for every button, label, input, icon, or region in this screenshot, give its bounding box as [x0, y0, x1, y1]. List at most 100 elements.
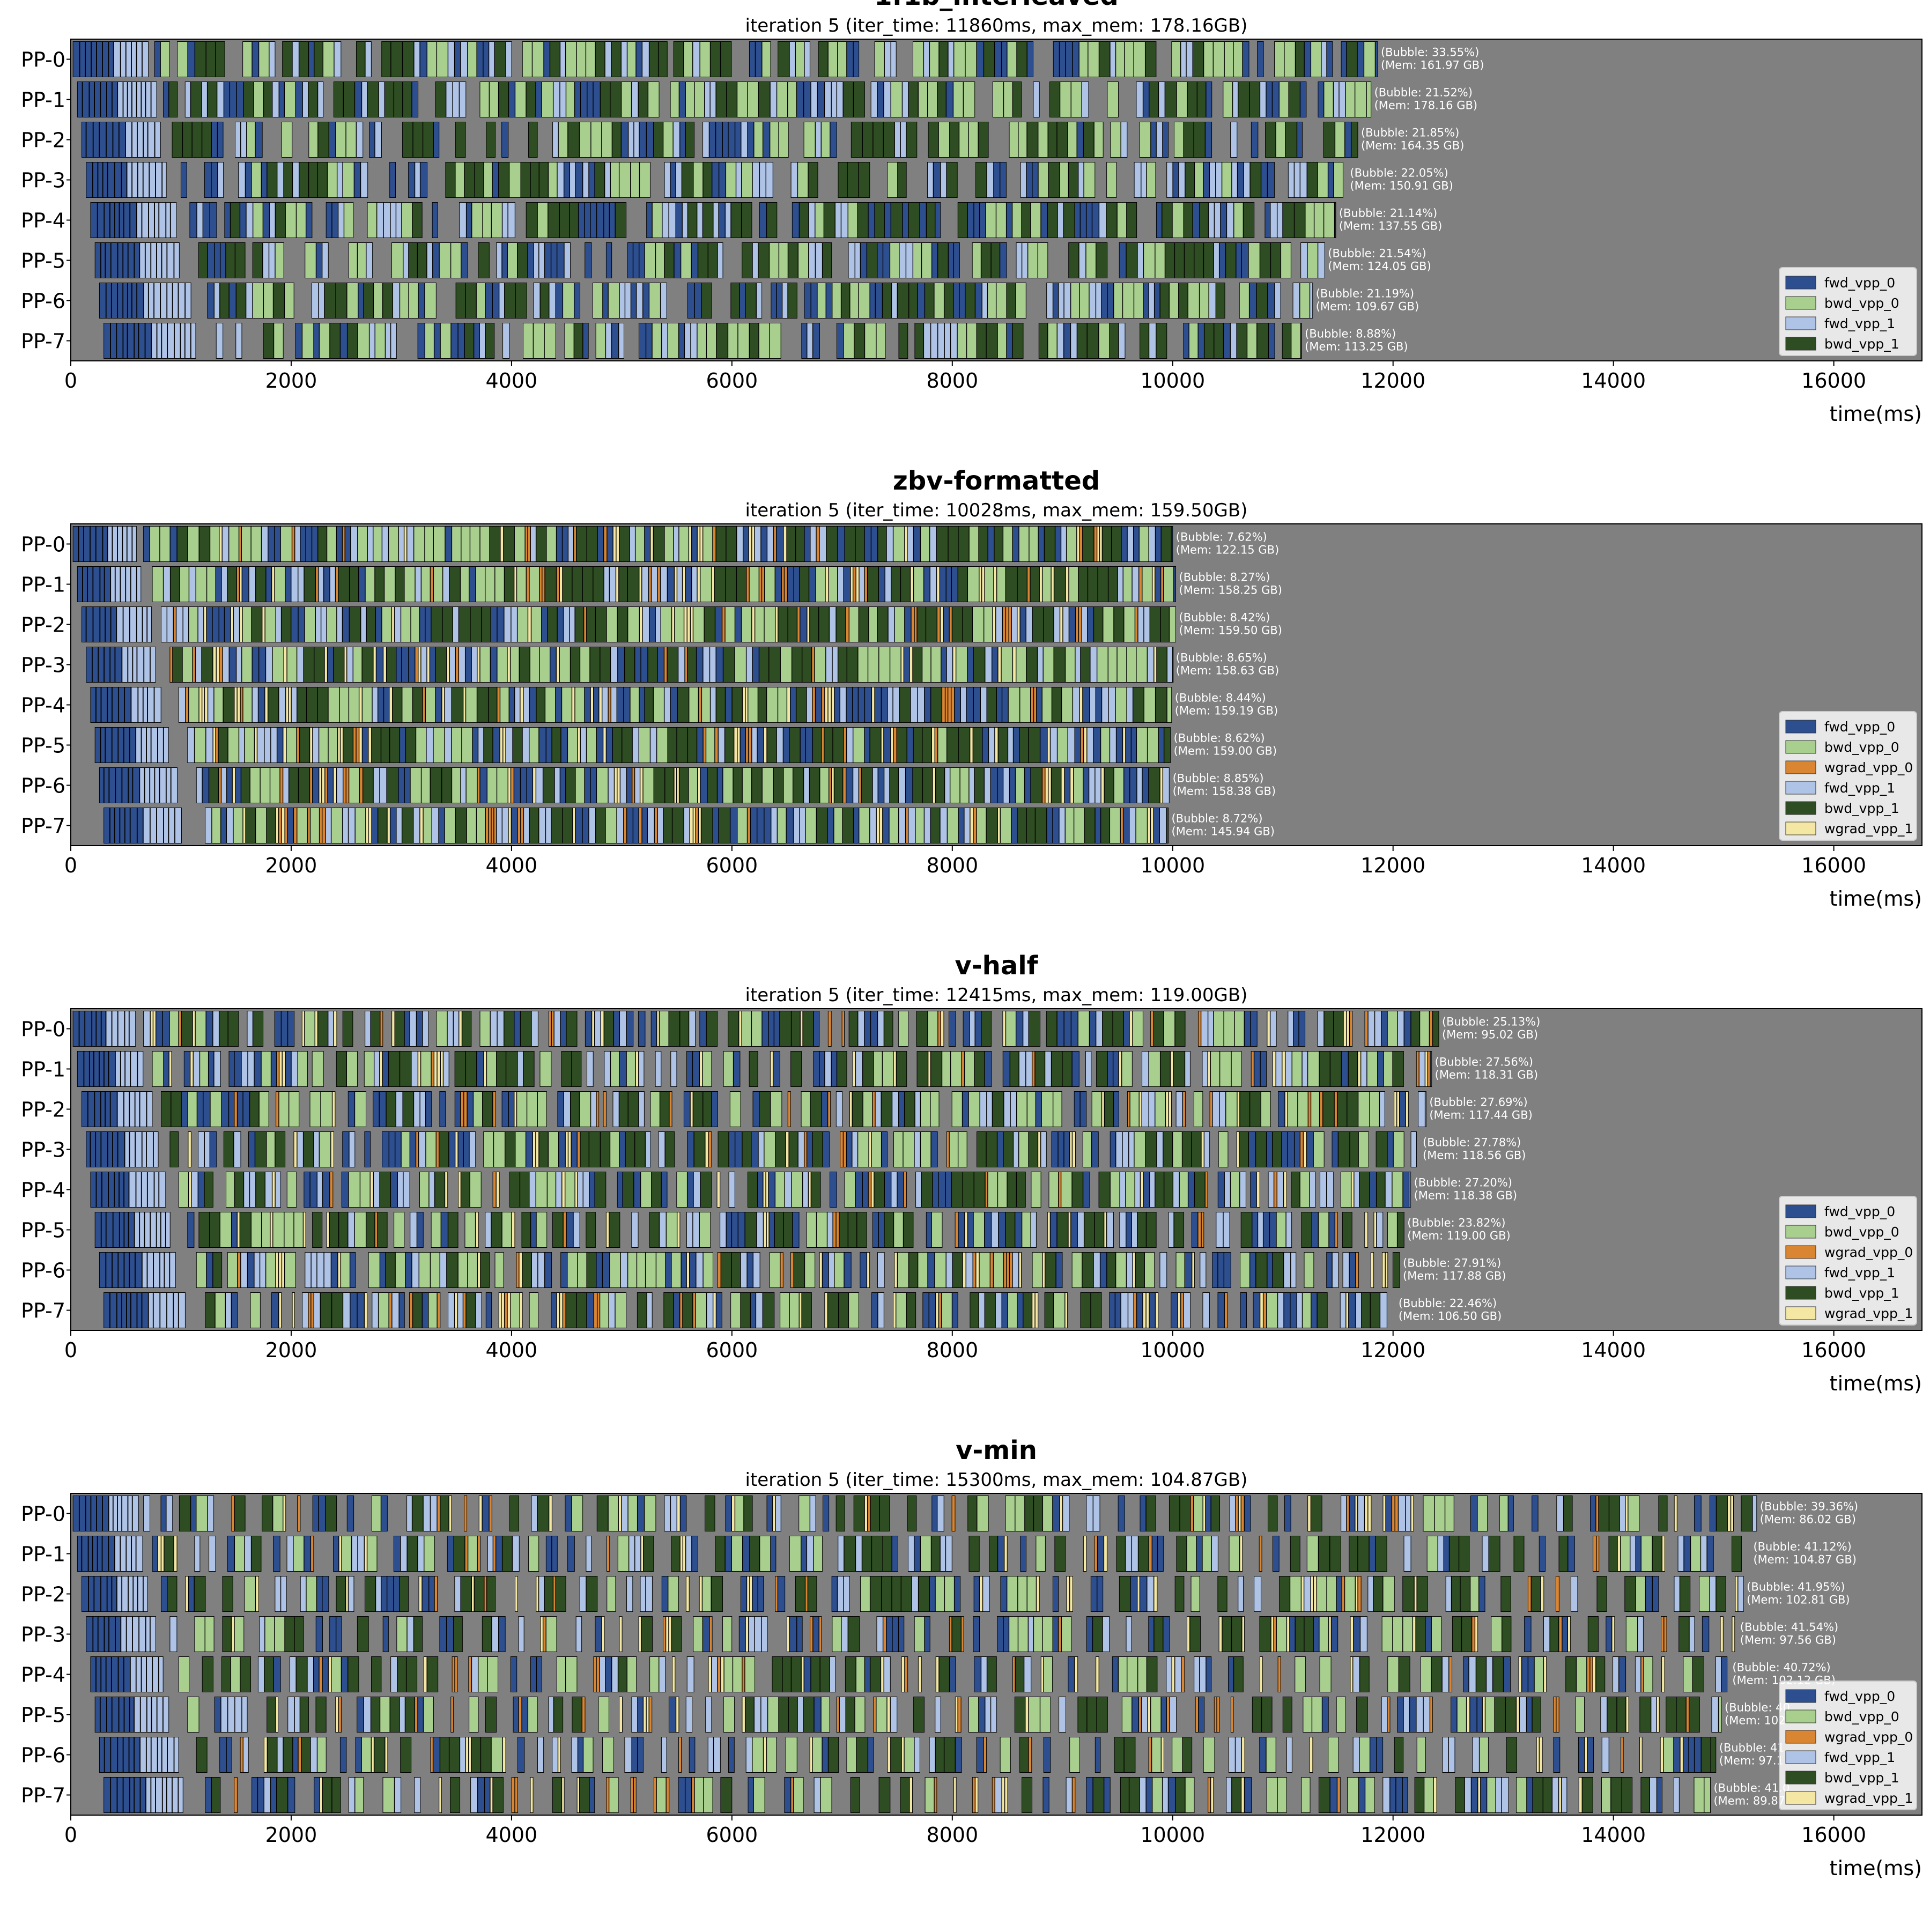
block-fwd_vpp_0 [84, 1052, 90, 1087]
block-fwd_vpp_1 [914, 1132, 920, 1167]
block-fwd_vpp_0 [1053, 1576, 1058, 1612]
block-bwd_vpp_0 [770, 1253, 780, 1288]
block-fwd_vpp_1 [166, 1496, 173, 1531]
block-fwd_vpp_1 [415, 162, 420, 198]
bubble-annotation: (Bubble: 33.55%) [1381, 46, 1479, 59]
block-fwd_vpp_1 [609, 1293, 615, 1328]
block-fwd_vpp_0 [277, 728, 283, 763]
block-bwd_vpp_0 [1204, 42, 1213, 77]
block-wgrad_vpp_1 [536, 1132, 539, 1167]
block-bwd_vpp_1 [623, 1172, 633, 1208]
block-fwd_vpp_1 [349, 1778, 354, 1813]
block-bwd_vpp_0 [452, 768, 461, 803]
block-bwd_vpp_1 [538, 1496, 549, 1531]
block-fwd_vpp_1 [154, 1172, 159, 1208]
block-fwd_vpp_0 [477, 1052, 484, 1087]
block-bwd_vpp_1 [1476, 1657, 1487, 1692]
block-wgrad_vpp_1 [530, 1778, 533, 1813]
block-wgrad_vpp_1 [514, 1092, 516, 1127]
block-fwd_vpp_0 [725, 1536, 731, 1572]
block-fwd_vpp_1 [1635, 1657, 1640, 1692]
block-fwd_vpp_1 [140, 1212, 144, 1248]
block-wgrad_vpp_1 [708, 1657, 712, 1692]
block-fwd_vpp_1 [241, 1253, 247, 1288]
block-bwd_vpp_0 [778, 687, 787, 723]
block-bwd_vpp_0 [343, 162, 354, 198]
block-wgrad_vpp_0 [1004, 1253, 1007, 1288]
block-bwd_vpp_0 [1534, 1657, 1543, 1692]
block-fwd_vpp_1 [1082, 82, 1089, 117]
block-fwd_vpp_0 [90, 82, 94, 117]
block-bwd_vpp_0 [1387, 1011, 1397, 1047]
block-fwd_vpp_1 [1148, 647, 1154, 683]
block-fwd_vpp_1 [1116, 1132, 1122, 1167]
block-bwd_vpp_0 [461, 527, 470, 562]
block-fwd_vpp_1 [411, 1052, 418, 1087]
stage-label: PP-2 [21, 1583, 65, 1607]
mem-annotation: (Mem: 164.35 GB) [1361, 139, 1464, 152]
block-wgrad_vpp_1 [766, 1172, 768, 1208]
block-fwd_vpp_0 [585, 1011, 591, 1047]
block-fwd_vpp_1 [1270, 1011, 1276, 1047]
block-fwd_vpp_0 [113, 122, 119, 158]
block-bwd_vpp_0 [858, 1132, 869, 1167]
stage-row [95, 243, 1325, 278]
block-bwd_vpp_1 [829, 1737, 839, 1773]
block-fwd_vpp_1 [930, 567, 936, 602]
block-fwd_vpp_1 [775, 1496, 781, 1531]
block-bwd_vpp_0 [609, 1778, 618, 1813]
block-bwd_vpp_0 [200, 1052, 209, 1087]
block-wgrad_vpp_0 [297, 728, 299, 763]
block-fwd_vpp_0 [77, 1536, 82, 1572]
block-fwd_vpp_1 [816, 243, 823, 278]
block-fwd_vpp_1 [671, 1496, 677, 1531]
block-fwd_vpp_0 [467, 203, 472, 238]
block-wgrad_vpp_1 [364, 1536, 367, 1572]
block-fwd_vpp_0 [568, 1536, 575, 1572]
block-fwd_vpp_1 [1244, 162, 1249, 198]
block-bwd_vpp_0 [600, 1293, 609, 1328]
block-fwd_vpp_0 [469, 567, 476, 602]
block-fwd_vpp_1 [1233, 82, 1238, 117]
block-fwd_vpp_1 [117, 607, 123, 642]
block-bwd_vpp_0 [477, 808, 486, 843]
block-fwd_vpp_1 [254, 1253, 260, 1288]
block-fwd_vpp_1 [556, 1172, 562, 1208]
block-fwd_vpp_1 [171, 768, 177, 803]
block-fwd_vpp_1 [205, 808, 212, 843]
block-fwd_vpp_0 [1390, 1778, 1396, 1813]
block-bwd_vpp_1 [430, 768, 441, 803]
block-fwd_vpp_1 [1134, 162, 1141, 198]
block-bwd_vpp_1 [1349, 1536, 1358, 1572]
block-fwd_vpp_0 [1268, 162, 1275, 198]
block-fwd_vpp_1 [985, 768, 991, 803]
block-bwd_vpp_0 [985, 567, 993, 602]
block-bwd_vpp_1 [1180, 1496, 1190, 1531]
block-wgrad_vpp_0 [416, 1132, 419, 1167]
block-bwd_vpp_1 [1019, 728, 1029, 763]
block-fwd_vpp_0 [679, 82, 685, 117]
block-wgrad_vpp_0 [946, 1132, 949, 1167]
block-bwd_vpp_0 [549, 1132, 559, 1167]
block-bwd_vpp_0 [1001, 647, 1012, 683]
block-fwd_vpp_0 [102, 1496, 108, 1531]
block-bwd_vpp_1 [1377, 1172, 1385, 1208]
block-wgrad_vpp_0 [1590, 1657, 1593, 1692]
block-fwd_vpp_1 [620, 1011, 627, 1047]
block-bwd_vpp_1 [480, 1253, 489, 1288]
block-wgrad_vpp_1 [941, 1011, 944, 1047]
block-bwd_vpp_1 [1291, 1172, 1300, 1208]
block-fwd_vpp_1 [337, 162, 343, 198]
block-fwd_vpp_0 [1126, 728, 1131, 763]
block-bwd_vpp_0 [749, 567, 759, 602]
block-wgrad_vpp_1 [619, 1617, 622, 1652]
block-bwd_vpp_1 [792, 647, 802, 683]
block-bwd_vpp_0 [1420, 1011, 1429, 1047]
block-bwd_vpp_1 [1129, 1778, 1140, 1813]
block-wgrad_vpp_0 [1059, 1172, 1061, 1208]
block-fwd_vpp_0 [1240, 1293, 1246, 1328]
block-bwd_vpp_1 [1093, 1778, 1104, 1813]
block-wgrad_vpp_1 [1141, 1172, 1143, 1208]
block-fwd_vpp_0 [402, 647, 409, 683]
block-bwd_vpp_1 [435, 82, 446, 117]
